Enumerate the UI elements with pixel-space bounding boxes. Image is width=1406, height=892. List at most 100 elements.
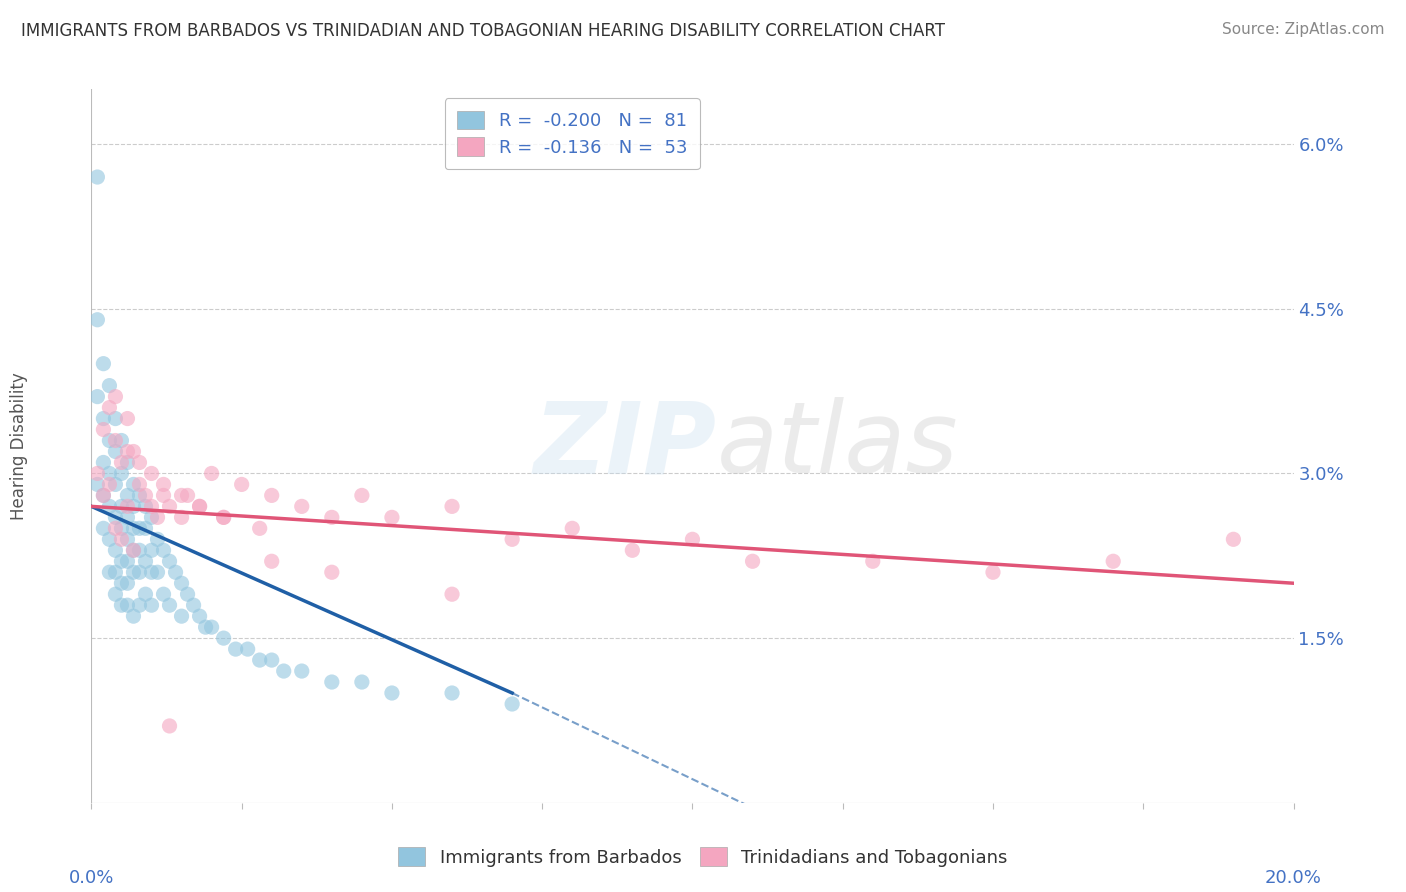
Point <box>110 467 132 481</box>
Point <box>188 609 211 624</box>
Point <box>981 566 1004 580</box>
Point <box>183 598 205 612</box>
Point <box>291 664 314 678</box>
Point <box>260 488 283 502</box>
Point <box>141 510 163 524</box>
Point <box>249 521 271 535</box>
Point <box>350 488 373 502</box>
Point <box>122 477 145 491</box>
Point <box>170 576 193 591</box>
Point <box>188 500 211 514</box>
Point <box>93 455 115 469</box>
Point <box>260 554 283 568</box>
Point <box>117 554 139 568</box>
Point <box>141 543 163 558</box>
Point <box>98 566 121 580</box>
Point <box>128 521 150 535</box>
Point <box>93 423 115 437</box>
Point <box>110 554 132 568</box>
Point <box>128 566 150 580</box>
Point <box>93 357 115 371</box>
Point <box>110 576 132 591</box>
Point <box>93 411 115 425</box>
Text: Hearing Disability: Hearing Disability <box>10 372 28 520</box>
Point <box>104 390 127 404</box>
Text: atlas: atlas <box>717 398 957 494</box>
Point <box>291 500 314 514</box>
Point <box>501 697 523 711</box>
Point <box>170 510 193 524</box>
Point <box>98 378 121 392</box>
Point <box>134 500 156 514</box>
Point <box>440 587 463 601</box>
Point <box>117 411 139 425</box>
Point <box>122 543 145 558</box>
Point <box>98 477 121 491</box>
Point <box>128 543 150 558</box>
Point <box>98 434 121 448</box>
Point <box>86 467 108 481</box>
Point <box>165 566 187 580</box>
Point <box>117 455 139 469</box>
Point <box>741 554 763 568</box>
Point <box>141 467 163 481</box>
Point <box>98 467 121 481</box>
Point <box>146 566 169 580</box>
Point <box>98 533 121 547</box>
Point <box>128 477 150 491</box>
Point <box>170 488 193 502</box>
Point <box>134 521 156 535</box>
Point <box>561 521 583 535</box>
Point <box>104 521 127 535</box>
Point <box>93 521 115 535</box>
Point <box>1102 554 1125 568</box>
Point <box>117 598 139 612</box>
Point <box>86 312 108 326</box>
Point <box>152 477 174 491</box>
Point <box>440 500 463 514</box>
Text: ZIP: ZIP <box>533 398 717 494</box>
Point <box>104 566 127 580</box>
Point <box>128 455 150 469</box>
Point <box>321 510 343 524</box>
Point <box>128 598 150 612</box>
Point <box>273 664 295 678</box>
Point <box>104 411 127 425</box>
Point <box>621 543 644 558</box>
Point <box>146 510 169 524</box>
Point <box>93 488 115 502</box>
Point <box>122 566 145 580</box>
Point <box>141 500 163 514</box>
Point <box>104 510 127 524</box>
Point <box>194 620 217 634</box>
Point <box>159 500 181 514</box>
Point <box>110 434 132 448</box>
Point <box>93 488 115 502</box>
Point <box>117 500 139 514</box>
Point <box>201 467 224 481</box>
Point <box>170 609 193 624</box>
Point <box>212 510 235 524</box>
Point <box>117 533 139 547</box>
Point <box>212 631 235 645</box>
Point <box>104 543 127 558</box>
Point <box>134 488 156 502</box>
Point <box>159 554 181 568</box>
Point <box>110 598 132 612</box>
Point <box>501 533 523 547</box>
Point <box>98 401 121 415</box>
Point <box>188 500 211 514</box>
Point <box>176 587 198 601</box>
Legend: Immigrants from Barbados, Trinidadians and Tobagonians: Immigrants from Barbados, Trinidadians a… <box>391 840 1015 874</box>
Point <box>231 477 253 491</box>
Text: 0.0%: 0.0% <box>69 869 114 887</box>
Point <box>236 642 259 657</box>
Point <box>122 521 145 535</box>
Point <box>159 598 181 612</box>
Point <box>176 488 198 502</box>
Point <box>260 653 283 667</box>
Point <box>117 576 139 591</box>
Point <box>117 510 139 524</box>
Point <box>122 609 145 624</box>
Point <box>117 444 139 458</box>
